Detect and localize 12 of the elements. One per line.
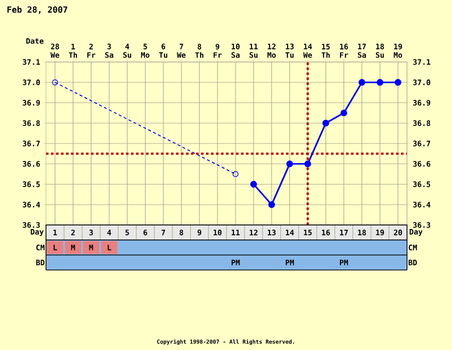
chart-title: Feb 28, 2007 — [7, 6, 68, 14]
point — [52, 79, 58, 86]
point — [358, 79, 366, 86]
point — [268, 201, 275, 208]
point — [304, 160, 312, 168]
point — [322, 120, 330, 126]
point — [394, 79, 402, 86]
point — [232, 171, 238, 178]
point — [250, 180, 257, 188]
point — [286, 160, 294, 168]
point — [376, 79, 384, 86]
point — [340, 110, 348, 116]
